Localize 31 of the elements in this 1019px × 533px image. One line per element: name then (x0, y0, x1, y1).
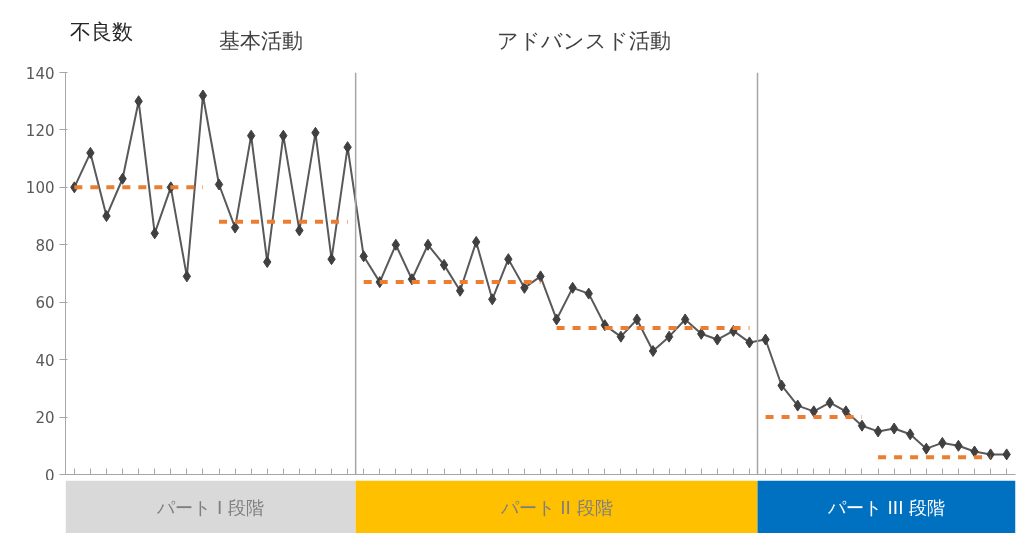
point (246, 129, 256, 142)
point (423, 238, 433, 251)
point (648, 345, 658, 358)
y-tick-label: 0 (44, 466, 55, 485)
point (439, 258, 449, 271)
point (873, 425, 883, 438)
y-tick-label: 120 (25, 121, 55, 140)
point (841, 405, 851, 418)
y-tick-label: 60 (35, 294, 55, 313)
point (825, 396, 835, 409)
point (857, 419, 867, 432)
y-tick-label: 100 (25, 179, 55, 198)
y-axis-title: 不良数 (69, 19, 133, 44)
text: アドバンスド活動 (496, 29, 671, 54)
point (664, 330, 674, 343)
point (455, 284, 465, 297)
y-tick-label: 80 (35, 236, 55, 255)
y-tick-label: 140 (25, 64, 55, 83)
point (889, 422, 899, 435)
point (198, 89, 208, 102)
y-tick-label: 20 (35, 409, 55, 428)
point (616, 330, 626, 343)
point (230, 221, 240, 234)
point (182, 270, 192, 283)
point (632, 313, 642, 326)
point (214, 178, 224, 191)
text: パート I 段階 (156, 496, 264, 518)
y-tick-label: 40 (35, 351, 55, 370)
text: パート II 段階 (499, 496, 613, 518)
text: パート III 段階 (826, 496, 946, 518)
text: 基本活動 (219, 29, 304, 54)
